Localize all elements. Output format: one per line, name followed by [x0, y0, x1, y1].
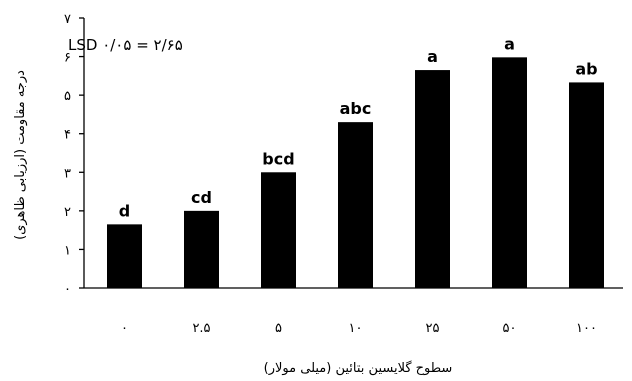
significance-letter: d	[119, 201, 130, 220]
y-tick-label: ۷	[64, 12, 71, 27]
x-tick-label: ۲.۵	[192, 321, 210, 336]
y-tick-label: ۱	[64, 243, 71, 258]
significance-letter: cd	[191, 188, 212, 207]
significance-letter: a	[504, 34, 515, 53]
x-tick-label: ۵	[275, 321, 282, 336]
x-tick-label: ۲۵	[426, 321, 440, 336]
y-tick-label: ۳	[64, 166, 71, 181]
y-axis-ticks: ۰ ۱ ۲ ۳ ۴ ۵ ۶ ۷	[64, 12, 84, 297]
y-axis-label: درجه مقاومت (ارزیابی ظاهری)	[13, 70, 28, 240]
x-tick-label: ۱۰۰	[576, 321, 597, 336]
bar	[261, 172, 296, 288]
y-tick-label: ۲	[64, 205, 71, 220]
bar	[107, 224, 142, 288]
bars	[107, 57, 604, 289]
significance-letter: a	[427, 47, 438, 66]
bar	[184, 210, 219, 288]
lsd-annotation: LSD ۰/۰۵ = ۲/۶۵	[68, 36, 183, 54]
significance-letter: abc	[340, 99, 372, 118]
y-tick-label: ۶	[64, 51, 71, 66]
x-tick-label: ۱۰	[349, 321, 363, 336]
x-tick-label: ۰	[121, 321, 128, 336]
bar	[492, 57, 527, 288]
y-tick-label: ۴	[64, 128, 71, 143]
significance-letter: bcd	[262, 149, 294, 168]
bar	[569, 82, 604, 289]
significance-letters: d cd bcd abc a a ab	[119, 34, 598, 220]
x-axis-ticks: ۰ ۲.۵ ۵ ۱۰ ۲۵ ۵۰ ۱۰۰	[121, 321, 597, 336]
x-axis-label: سطوح گلایسین بتائین (میلی مولار)	[264, 360, 453, 376]
bar	[415, 70, 450, 288]
x-tick-label: ۵۰	[503, 321, 517, 336]
significance-letter: ab	[575, 59, 597, 78]
bar	[338, 122, 373, 289]
y-tick-label: ۰	[64, 282, 71, 297]
y-tick-label: ۵	[64, 89, 71, 104]
